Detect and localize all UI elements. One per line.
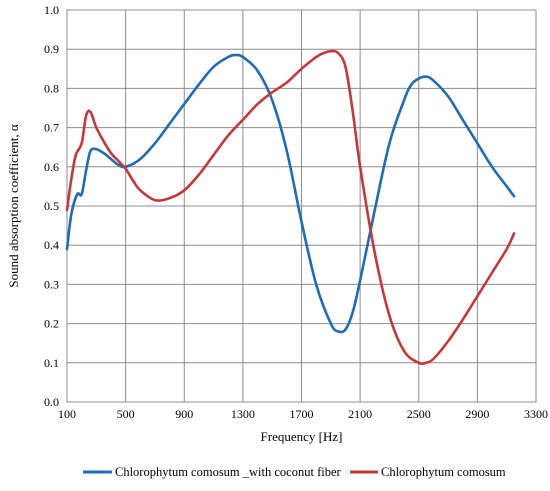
y-tick-label: 1.0	[44, 3, 59, 17]
series-line-with-coconut-fiber	[65, 53, 516, 334]
y-tick-labels: 0.0 0.1 0.2 0.3 0.4 0.5 0.6 0.7 0.8 0.9 1.0	[44, 3, 59, 409]
y-tick-label: 0.1	[44, 356, 59, 370]
legend-label-chlorophytum-comosum: Chlorophytum comosum	[381, 465, 506, 479]
x-tick-label: 1700	[290, 407, 314, 421]
legend: Chlorophytum comosum _with coconut fiber…	[83, 465, 506, 479]
x-tick-label: 500	[117, 407, 135, 421]
x-tick-label: 2900	[465, 407, 489, 421]
y-tick-label: 0.4	[44, 238, 59, 252]
x-tick-label: 3300	[524, 407, 548, 421]
x-tick-label: 2500	[407, 407, 431, 421]
legend-label-with-coconut-fiber: Chlorophytum comosum _with coconut fiber	[115, 465, 342, 479]
y-tick-label: 0.3	[44, 277, 59, 291]
y-tick-label: 0.9	[44, 42, 59, 56]
y-tick-label: 0.0	[44, 395, 59, 409]
x-tick-label: 100	[58, 407, 76, 421]
x-tick-label: 1300	[231, 407, 255, 421]
series-line-chlorophytum-comosum	[65, 49, 516, 366]
y-tick-label: 0.5	[44, 199, 59, 213]
x-axis-title: Frequency [Hz]	[261, 429, 343, 444]
x-tick-label: 2100	[348, 407, 372, 421]
y-tick-label: 0.7	[44, 121, 59, 135]
x-tick-labels: 100 500 900 1300 1700 2100 2500 2900 3300	[58, 407, 548, 421]
y-tick-label: 0.8	[44, 81, 59, 95]
x-tick-label: 900	[175, 407, 193, 421]
y-tick-label: 0.2	[44, 317, 59, 331]
series-lines	[65, 49, 516, 366]
y-tick-label: 0.6	[44, 160, 59, 174]
y-axis-title: Sound absorption coefficient, α	[6, 124, 21, 287]
